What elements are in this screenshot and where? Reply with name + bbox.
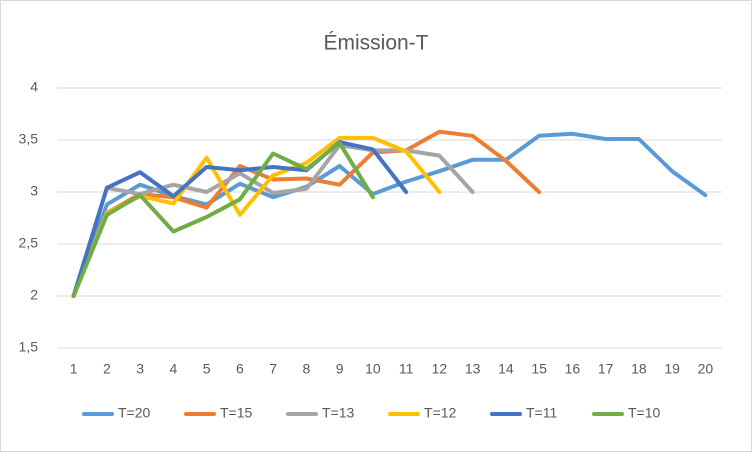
x-tick-label: 2 [103, 361, 111, 377]
x-tick-label: 17 [598, 361, 614, 377]
x-tick-label: 16 [565, 361, 581, 377]
x-tick-label: 7 [269, 361, 277, 377]
x-tick-label: 13 [465, 361, 481, 377]
y-tick-label: 4 [30, 79, 38, 95]
x-tick-label: 11 [399, 361, 414, 377]
x-tick-label: 3 [136, 361, 144, 377]
y-tick-label: 2 [30, 287, 38, 303]
legend-label: T=11 [526, 405, 557, 421]
legend-label: T=12 [424, 405, 457, 421]
x-tick-label: 4 [169, 361, 177, 377]
legend-label: T=15 [220, 405, 253, 421]
x-tick-label: 15 [531, 361, 547, 377]
series-line [71, 140, 409, 298]
y-tick-label: 1,5 [19, 339, 39, 355]
x-tick-label: 14 [498, 361, 514, 377]
x-tick-label: 1 [70, 361, 78, 377]
series-line [71, 141, 375, 298]
x-tick-label: 20 [698, 361, 714, 377]
x-tick-label: 8 [302, 361, 310, 377]
legend-label: T=20 [118, 405, 151, 421]
x-tick-label: 5 [203, 361, 211, 377]
x-tick-label: 12 [432, 361, 448, 377]
x-tick-label: 18 [631, 361, 647, 377]
y-tick-label: 2,5 [19, 235, 39, 251]
series-line [71, 129, 542, 298]
x-tick-label: 6 [236, 361, 244, 377]
x-tick-label: 10 [365, 361, 381, 377]
x-tick-label: 19 [664, 361, 680, 377]
y-tick-label: 3 [30, 183, 38, 199]
y-tick-label: 3,5 [19, 131, 39, 147]
legend-label: T=10 [628, 405, 661, 421]
legend-label: T=13 [322, 405, 355, 421]
x-tick-label: 9 [336, 361, 344, 377]
chart-title: Émission-T [323, 32, 428, 55]
